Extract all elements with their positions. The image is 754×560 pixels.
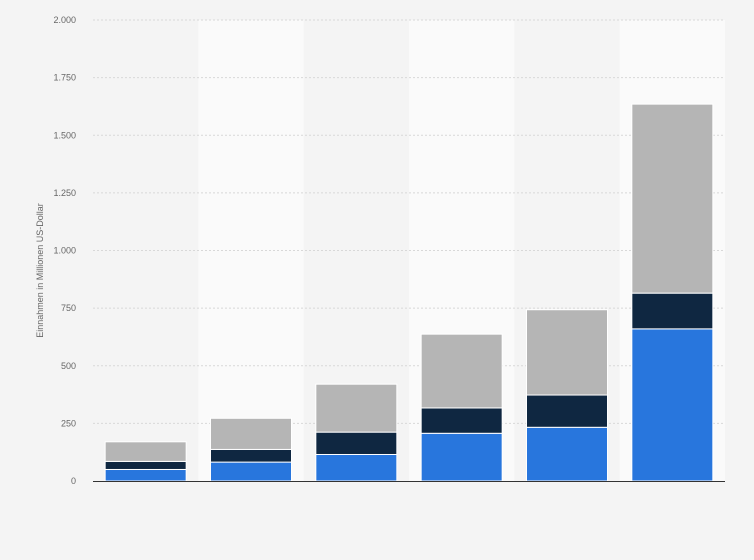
bar-segment-1	[631, 328, 714, 482]
y-tick-label: 1.000	[53, 246, 76, 256]
y-tick-label: 1.500	[53, 130, 76, 140]
bar-segment-3	[526, 309, 608, 396]
bar-segment-1	[210, 461, 292, 482]
bar-segment-2	[104, 460, 187, 470]
bar-segment-1	[526, 426, 608, 482]
y-tick-label: 1.750	[53, 73, 76, 83]
gridlines	[93, 19, 725, 424]
y-tick-label: 0	[71, 476, 76, 486]
bar-segment-2	[631, 292, 714, 330]
y-tick-label: 750	[61, 303, 76, 313]
y-axis-title: Einnahmen in Millionen US-Dollar	[35, 203, 45, 338]
bar-segment-3	[104, 441, 187, 462]
bar-segment-3	[631, 103, 714, 294]
bar-segment-1	[420, 432, 503, 482]
y-axis-ticks: 0 250 500 750 1.000 1.250 1.500 1.750 2.000	[53, 15, 76, 486]
bar-segment-2	[420, 407, 503, 434]
bar-segment-2	[526, 394, 608, 428]
bar-segment-2	[210, 448, 292, 463]
bars	[104, 103, 714, 482]
bar-segment-3	[420, 333, 503, 409]
y-tick-label: 250	[61, 418, 76, 428]
y-tick-label: 2.000	[53, 15, 76, 25]
bar-segment-3	[315, 383, 398, 433]
y-tick-label: 500	[61, 361, 76, 371]
bar-segment-1	[315, 453, 398, 482]
bar-segment-2	[315, 431, 398, 455]
bar-segment-1	[104, 468, 187, 482]
y-tick-label: 1.250	[53, 188, 76, 198]
bar-segment-3	[210, 417, 292, 450]
